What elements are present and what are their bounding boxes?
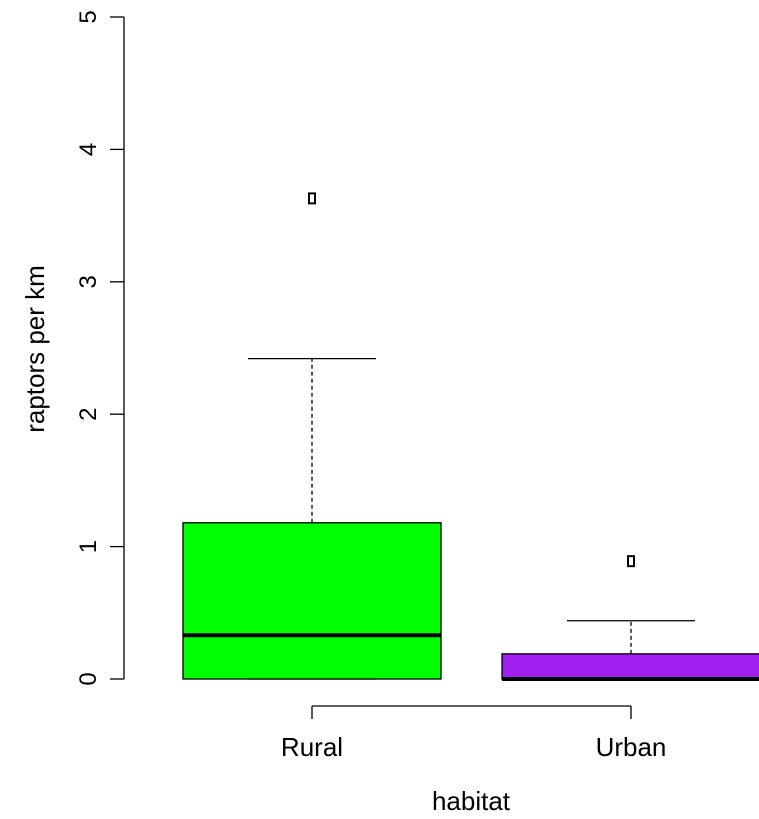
box-iqr (182, 522, 442, 680)
y-tick-label: 0 (75, 672, 102, 685)
x-axis-label: habitat (432, 786, 511, 814)
y-axis: 0 1 2 3 4 5 (75, 10, 125, 686)
boxes-group (182, 192, 759, 681)
y-tick-label: 2 (75, 408, 102, 421)
x-tick-label: Rural (281, 732, 343, 762)
y-tick-label: 5 (75, 10, 102, 23)
box-rural (182, 192, 442, 680)
box-urban (501, 555, 759, 681)
outlier-point (627, 555, 635, 568)
outlier-point (308, 192, 316, 205)
x-tick-label: Urban (596, 732, 667, 762)
box-iqr (501, 653, 759, 680)
y-tick-label: 4 (75, 143, 102, 156)
x-axis: Rural Urban (281, 705, 667, 762)
y-tick-label: 1 (75, 540, 102, 553)
y-tick-label: 3 (75, 275, 102, 288)
y-axis-label: raptors per km (20, 265, 50, 433)
